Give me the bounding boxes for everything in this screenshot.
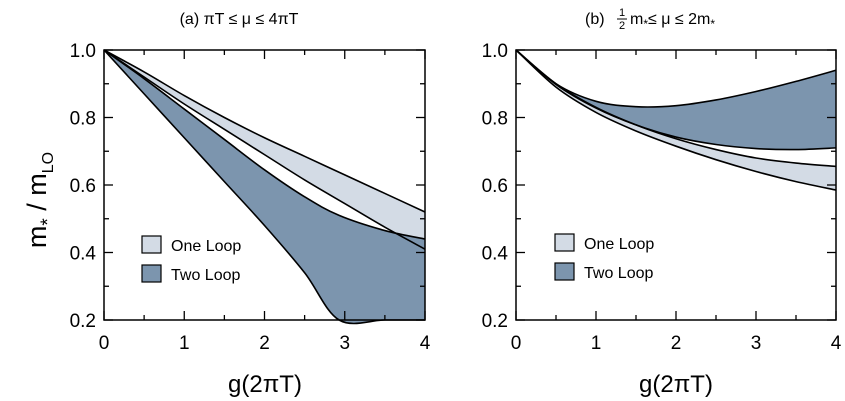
panel-b-title-star1: * [643,17,648,31]
panel-b-two-loop-upper-curve [515,49,837,108]
panel-b-y-tick-2: 0.6 [482,176,508,197]
panel-b-areas [516,50,836,191]
panel-b-x-tick-2: 2 [671,333,682,354]
panel-b-legend-one-loop-swatch [554,233,575,252]
panel-a-x-tick-4: 4 [420,333,431,354]
panel-a-legend: One Loop Two Loop [141,235,241,284]
panel-a-one-loop-lower-curve [103,49,426,250]
panel-b-title-m1: m [630,11,643,28]
panel-a-x-tick-labels: 0 1 2 3 4 [99,333,431,354]
panel-b-x-tick-4: 4 [831,333,842,354]
panel-b-legend: One Loop Two Loop [554,233,654,282]
panel-b-one-loop-lower-curve [515,49,837,191]
panel-b-title-label: (b) [585,11,605,28]
panel-b-y-tick-0: 0.2 [482,311,508,332]
panel-a-y-tick-labels: 0.2 0.4 0.6 0.8 1.0 [70,41,97,332]
panel-a-curves [103,49,426,325]
y-axis-label-m: m [22,226,52,249]
panel-b-x-tick-1: 1 [591,333,602,354]
panel-b-title-formula: m*≤ μ ≤ 2m* [630,11,715,31]
y-axis-label-lo: LO [40,152,57,173]
panel-b-one-loop-band [516,50,836,191]
panel-a-y-tick-4: 1.0 [70,41,96,62]
panel-b-two-loop-band [516,50,836,150]
panel-b-y-tick-4: 1.0 [482,41,508,62]
panel-b-two-loop-lower-curve [515,49,837,151]
panel-a-x-tick-2: 2 [259,333,270,354]
panel-a-ticks [103,49,426,321]
panel-a-areas [104,50,425,324]
panel-a-x-axis-label: g(2πT) [228,371,302,398]
panel-b-ticks [515,49,837,321]
panel-b-legend-two-loop-swatch [554,262,575,281]
panel-b-y-tick-3: 0.8 [482,109,508,130]
panel-a-legend-one-loop-swatch [141,235,162,254]
panel-b-title-star2: * [710,17,715,31]
panel-b-x-tick-3: 3 [751,333,762,354]
panel-b-y-tick-labels: 0.2 0.4 0.6 0.8 1.0 [482,41,509,332]
panel-a-y-tick-0: 0.2 [70,311,96,332]
panel-a-x-tick-0: 0 [99,333,110,354]
panel-a-y-tick-2: 0.6 [70,176,96,197]
panel-a-two-loop-upper-curve [103,49,426,240]
panel-a-y-tick-3: 0.8 [70,109,96,130]
panel-b-x-tick-0: 0 [511,333,522,354]
panel-a-x-tick-1: 1 [179,333,190,354]
panel-a-legend-one-loop-label: One Loop [171,238,241,255]
panel-b-legend-two-loop-label: Two Loop [584,265,653,282]
panel-a-title: (a) πT ≤ μ ≤ 4πT [180,11,299,28]
panel-b-title-frac-num: 1 [619,7,625,19]
panel-a-one-loop-band [104,50,425,250]
panel-b-title-frac-den: 2 [619,20,625,32]
y-axis-label-star: * [38,218,59,226]
panel-a-two-loop-band [104,50,425,324]
panel-b-x-axis-label: g(2πT) [639,371,713,398]
panel-a-one-loop-upper-curve [103,49,426,213]
y-axis-label-slash: / m [22,173,52,218]
panel-a-legend-two-loop-label: Two Loop [171,267,240,284]
panel-b-title-mid: ≤ μ ≤ 2m [648,11,710,28]
panel-b-curves [515,49,837,191]
panel-a: (a) πT ≤ μ ≤ 4πT 0 1 2 3 4 0.2 0.4 0.6 0… [70,11,431,398]
panel-b: (b) 1 2 m*≤ μ ≤ 2m* 0 1 2 3 4 0.2 0.4 [482,7,842,398]
panel-b-x-tick-labels: 0 1 2 3 4 [511,333,842,354]
panel-b-title: (b) [585,11,605,28]
panel-a-legend-two-loop-swatch [141,264,162,283]
y-axis-label: m* / mLO [22,152,59,248]
panel-b-legend-one-loop-label: One Loop [584,236,654,253]
panel-a-y-tick-1: 0.4 [70,244,97,265]
panel-a-x-tick-3: 3 [339,333,350,354]
panel-a-two-loop-lower-curve [103,49,425,325]
panel-b-y-tick-1: 0.4 [482,244,509,265]
